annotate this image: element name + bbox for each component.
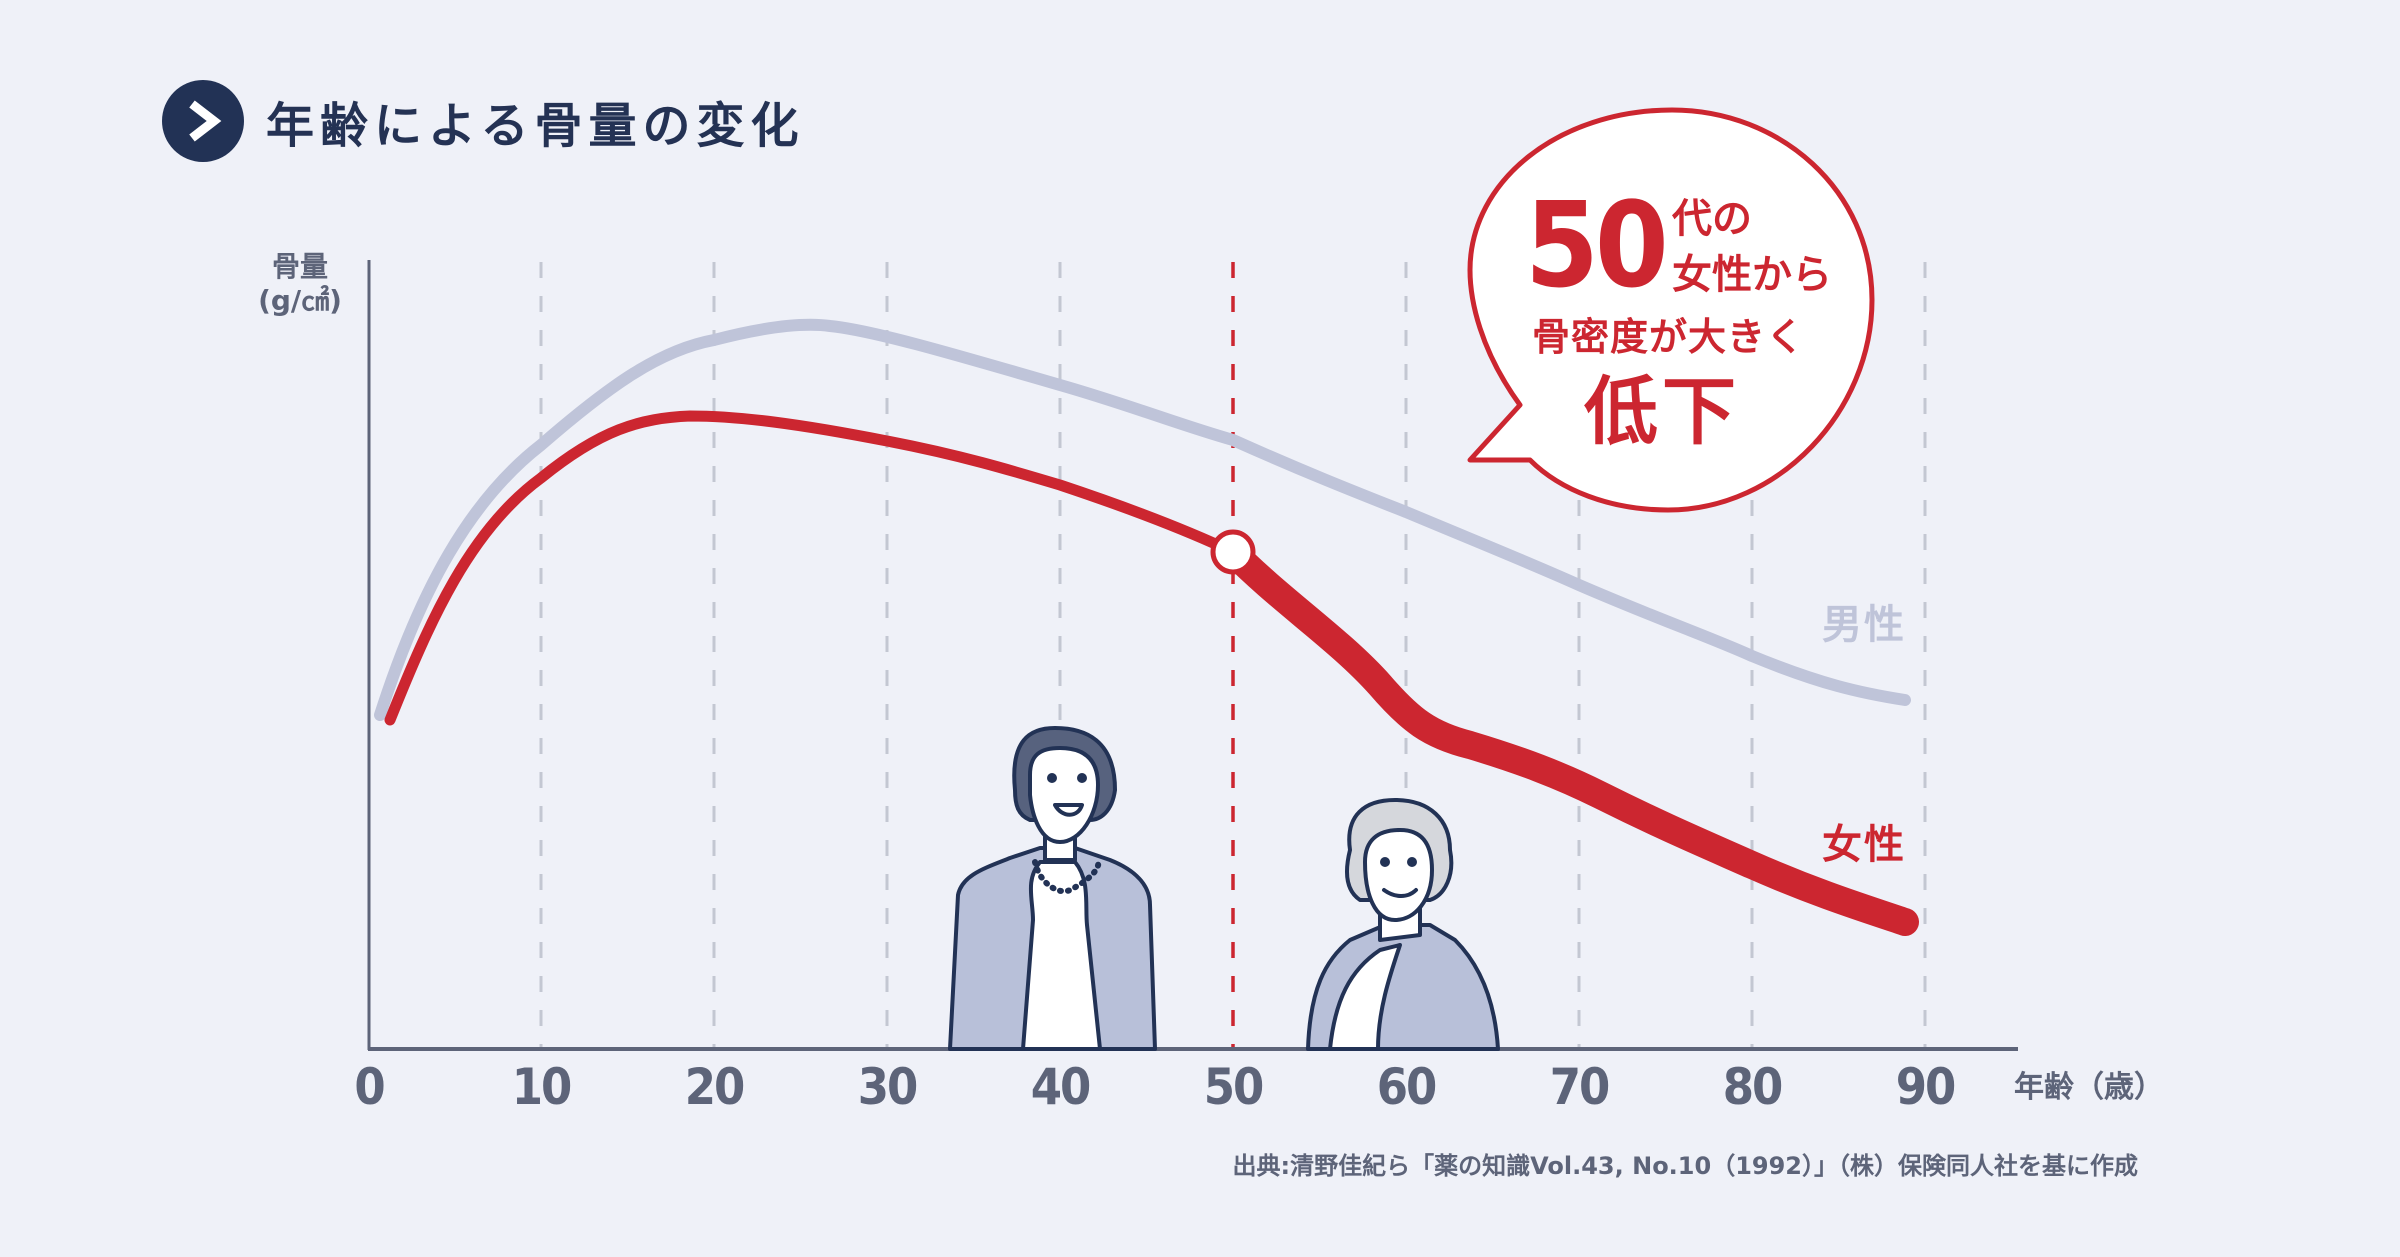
male-curve [374, 318, 1911, 721]
x-tick-label: 0 [354, 1058, 385, 1116]
x-tick-label: 90 [1895, 1058, 1957, 1116]
age-50-marker-point [1210, 529, 1256, 575]
callout-line-4: 低下 [1584, 369, 1740, 455]
callout-line-2: 女性から [1672, 252, 1832, 298]
x-tick-label: 60 [1376, 1058, 1438, 1116]
x-axis-label: 年齢（歳） [2014, 1070, 2164, 1105]
female-curve-late [1219, 538, 1919, 936]
woman-40s-illustration [948, 726, 1157, 1051]
source-citation: 出典:清野佳紀ら「薬の知識Vol.43, No.10（1992）」（株）保険同人… [1232, 1152, 2138, 1180]
female-curve-early [384, 410, 1239, 726]
title-text: 年齢による骨量の変化 [266, 98, 805, 154]
y-axis-label-title: 骨量 [271, 250, 328, 283]
x-tick-label: 10 [511, 1058, 573, 1116]
x-tick-label: 20 [684, 1058, 746, 1116]
chart-title: 年齢による骨量の変化 [162, 80, 805, 162]
x-tick-label: 80 [1722, 1058, 1784, 1116]
y-axis-label: 骨量 (g/㎠) [240, 250, 360, 318]
older-woman-illustration [1306, 798, 1500, 1051]
chevron-right-icon [162, 80, 244, 162]
callout-line-1: 代の [1672, 196, 1752, 242]
callout-number: 50 [1525, 176, 1669, 314]
x-tick-label: 30 [857, 1058, 919, 1116]
x-tick-label: 40 [1030, 1058, 1092, 1116]
legend-female: 女性 [1822, 822, 1906, 868]
legend-male: 男性 [1822, 602, 1906, 648]
callout-bubble [1467, 107, 1875, 513]
x-tick-label: 70 [1549, 1058, 1611, 1116]
x-tick-label: 50 [1203, 1058, 1265, 1116]
callout-line-3: 骨密度が大きく [1532, 315, 1806, 359]
y-axis-label-unit: (g/㎠) [258, 284, 342, 317]
